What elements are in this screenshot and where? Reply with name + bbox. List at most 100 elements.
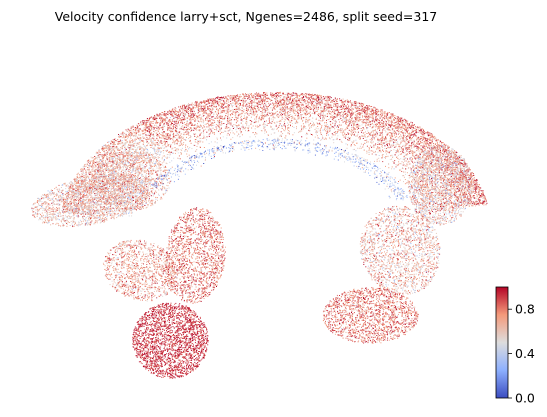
scatter-point: [375, 109, 377, 111]
scatter-point: [77, 172, 79, 174]
scatter-point: [151, 144, 153, 146]
scatter-point: [372, 130, 374, 132]
scatter-point: [107, 141, 109, 143]
scatter-point: [265, 94, 267, 96]
scatter-point: [156, 135, 158, 137]
scatter-point: [181, 149, 183, 151]
scatter-point: [349, 118, 351, 120]
scatter-point: [183, 108, 185, 110]
scatter-point: [129, 141, 131, 143]
scatter-point: [407, 148, 409, 149]
scatter-point: [177, 157, 179, 159]
scatter-point: [198, 116, 199, 118]
scatter-point: [277, 126, 279, 128]
scatter-point: [259, 101, 261, 103]
scatter-point: [476, 194, 477, 196]
scatter-point: [243, 105, 245, 107]
scatter-point: [309, 127, 311, 129]
scatter-point: [101, 154, 103, 156]
scatter-point: [136, 161, 137, 163]
scatter-point: [456, 188, 458, 190]
scatter-point: [374, 133, 376, 135]
scatter-point: [446, 160, 448, 162]
scatter-point: [131, 184, 133, 186]
scatter-point: [455, 166, 457, 167]
scatter-point: [284, 111, 286, 112]
scatter-point: [307, 133, 309, 135]
scatter-point: [439, 145, 441, 146]
scatter-point: [392, 157, 394, 158]
scatter-point: [158, 166, 160, 168]
scatter-point: [427, 135, 429, 137]
scatter-point: [355, 101, 357, 103]
scatter-point: [131, 127, 133, 129]
scatter-point: [253, 101, 255, 103]
scatter-point: [440, 141, 442, 143]
scatter-point: [168, 144, 170, 145]
scatter-point: [276, 115, 278, 117]
scatter-point: [114, 173, 116, 175]
scatter-point: [321, 97, 323, 99]
scatter-point: [259, 124, 261, 126]
scatter-point: [478, 201, 480, 203]
scatter-point: [179, 111, 181, 113]
scatter-point: [424, 152, 425, 154]
scatter-point: [419, 129, 421, 131]
scatter-point: [383, 112, 385, 114]
scatter-point: [91, 192, 93, 194]
scatter-point: [160, 167, 162, 168]
scatter-point: [433, 135, 435, 137]
scatter-point: [197, 140, 199, 141]
scatter-point: [185, 114, 187, 116]
scatter-point: [118, 186, 120, 188]
scatter-point: [268, 104, 270, 106]
scatter-point: [210, 132, 212, 134]
scatter-point: [119, 177, 121, 179]
scatter-point: [101, 148, 103, 149]
scatter-point: [274, 102, 276, 104]
scatter-point: [152, 157, 154, 159]
scatter-point: [247, 127, 248, 129]
scatter-point: [355, 121, 357, 123]
scatter-point: [279, 95, 281, 97]
scatter-point: [107, 169, 109, 171]
scatter-point: [227, 112, 229, 114]
scatter-point: [234, 95, 236, 97]
scatter-point: [258, 106, 260, 108]
scatter-point: [394, 160, 396, 162]
scatter-point: [457, 200, 458, 202]
scatter-point: [346, 105, 347, 107]
scatter-point: [425, 170, 427, 172]
scatter-point: [185, 124, 187, 126]
scatter-point: [412, 151, 414, 153]
scatter-point: [323, 111, 324, 113]
scatter-point: [389, 151, 391, 153]
scatter-point: [89, 181, 91, 183]
scatter-point: [139, 128, 141, 130]
scatter-point: [483, 204, 485, 206]
scatter-point: [88, 171, 90, 173]
scatter-point: [473, 177, 475, 179]
scatter-point: [128, 215, 130, 217]
scatter-point: [306, 105, 308, 107]
scatter-point: [395, 150, 397, 152]
scatter-point: [261, 98, 263, 100]
scatter-point: [176, 125, 178, 127]
scatter-point: [213, 133, 215, 135]
scatter-point: [217, 120, 218, 122]
scatter-point: [441, 201, 442, 203]
scatter-point: [447, 181, 449, 183]
scatter-point: [459, 164, 461, 166]
scatter-point: [273, 121, 275, 123]
scatter-point: [151, 154, 153, 156]
scatter-point: [458, 199, 460, 201]
scatter-point: [455, 169, 457, 171]
scatter-point: [280, 109, 282, 111]
scatter-point: [184, 129, 186, 131]
scatter-point: [424, 146, 426, 148]
scatter-point: [413, 146, 415, 148]
scatter-point: [335, 119, 337, 121]
scatter-point: [422, 169, 424, 171]
scatter-point: [227, 119, 228, 121]
scatter-point: [416, 142, 418, 144]
